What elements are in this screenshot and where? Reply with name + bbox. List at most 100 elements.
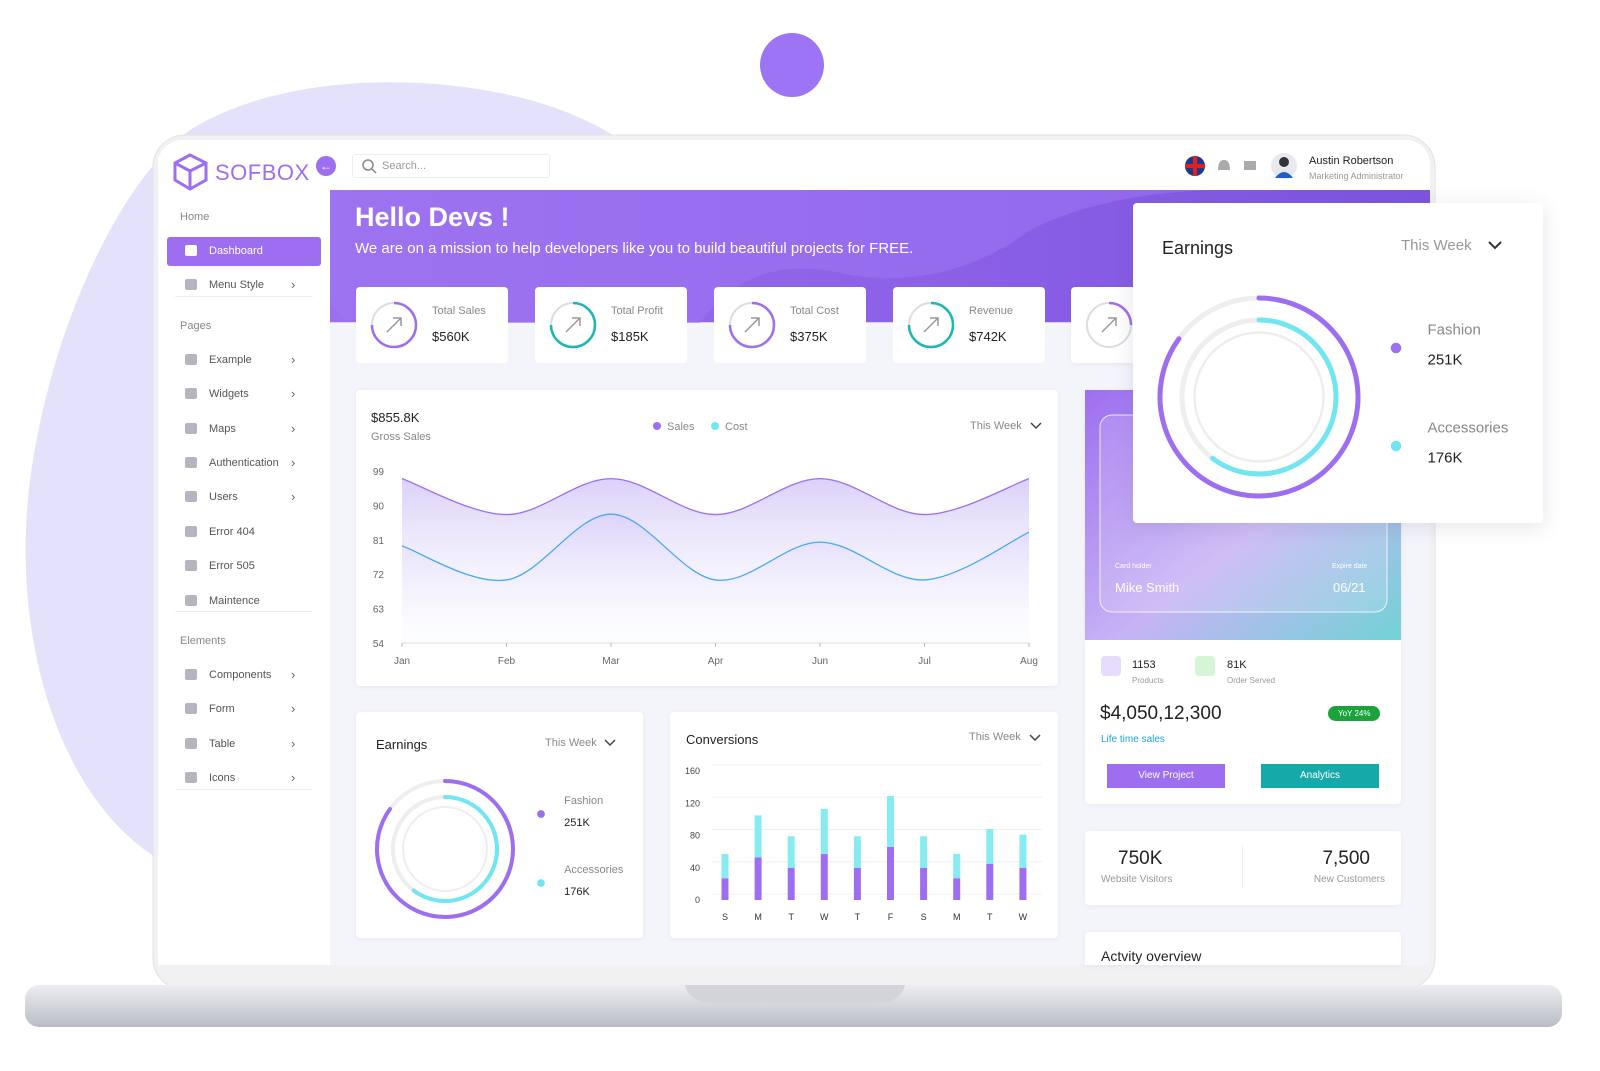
bar: [986, 863, 994, 900]
stat-card: [714, 287, 866, 363]
button[interactable]: Analytics: [1261, 764, 1379, 788]
orders-icon: [1195, 656, 1215, 676]
menu-item[interactable]: Maintence: [209, 594, 260, 607]
bar: [887, 795, 894, 847]
menu-item[interactable]: Form: [209, 703, 235, 716]
bar: [754, 857, 762, 900]
x-tick-label: M: [953, 912, 961, 922]
legend-value: 176K: [564, 886, 590, 898]
arrow: [386, 317, 402, 333]
button[interactable]: View Project: [1107, 764, 1225, 788]
chevron: [1488, 241, 1502, 250]
menu-icon: [185, 245, 197, 256]
menu-item[interactable]: Error 505: [209, 560, 255, 573]
legend-label: Cost: [725, 421, 748, 433]
collapse-button[interactable]: ←: [316, 156, 336, 176]
ring-arc: [907, 301, 955, 349]
visitors-value: 750K: [1118, 848, 1163, 869]
x-tick-label: T: [788, 912, 794, 922]
bar: [721, 878, 729, 900]
chevron: ›: [291, 667, 296, 682]
period-select[interactable]: This Week: [970, 420, 1022, 432]
stat-ring: [907, 301, 955, 349]
menu-icon: [185, 491, 197, 503]
earnings-card: [356, 712, 643, 938]
stat-card: [356, 287, 508, 363]
menu-item[interactable]: Example: [209, 353, 252, 366]
chevron: [604, 739, 616, 747]
visitors-value: 7,500: [1322, 848, 1370, 869]
menu-item[interactable]: Menu Style: [209, 279, 265, 292]
menu-item[interactable]: Icons: [209, 772, 236, 785]
bar: [820, 854, 828, 900]
card-expire: 06/21: [1333, 580, 1366, 595]
y-tick-label: 81: [373, 536, 385, 547]
legend-value: 176K: [1428, 450, 1463, 467]
search-box[interactable]: [352, 154, 550, 178]
menu-item[interactable]: Error 404: [209, 525, 255, 538]
brand: SOFBOX: [215, 160, 310, 185]
activity-card: [1085, 932, 1401, 965]
period-select[interactable]: This Week: [969, 731, 1021, 743]
bar: [853, 867, 861, 900]
arrow: [744, 317, 760, 333]
user-role: Marketing Administrator: [1309, 171, 1404, 181]
stat-ring: [728, 301, 776, 349]
menu-item[interactable]: Maps: [209, 422, 236, 435]
x-tick-label: W: [820, 912, 829, 922]
card-expire-label: Expire date: [1332, 563, 1368, 570]
chevron: ›: [291, 351, 296, 367]
menu-item[interactable]: Dashboard: [209, 245, 263, 257]
period-select[interactable]: This Week: [545, 737, 597, 749]
popup-chart: Fashion 251K Accessories 176K: [1157, 295, 1508, 499]
y-tick-label: 54: [373, 639, 385, 650]
chevron: ›: [291, 735, 296, 751]
x-tick-label: Apr: [708, 656, 724, 667]
menu-item[interactable]: Users: [209, 491, 238, 504]
donut-arc: [411, 795, 499, 903]
visitors-card: [1085, 831, 1401, 905]
legend-value: 251K: [1428, 352, 1463, 369]
yoy-badge: YoY 24%: [1328, 706, 1381, 721]
products-icon: [1101, 656, 1121, 676]
bar: [953, 854, 961, 879]
menu-item[interactable]: Table: [209, 737, 236, 750]
y-tick-label: 80: [690, 831, 700, 841]
stat-value: $375K: [790, 329, 828, 344]
earnings-title: Earnings: [376, 737, 428, 752]
stat-label: Total Cost: [790, 305, 839, 317]
popup-title: Earnings: [1162, 238, 1234, 258]
chevron: ›: [291, 386, 296, 402]
stat-value: $742K: [969, 329, 1007, 344]
legend-label: Fashion: [1428, 322, 1481, 339]
menu-icon: [185, 388, 197, 400]
divider: [1242, 846, 1243, 888]
bar: [853, 836, 861, 868]
products-value: 1153: [1132, 659, 1156, 671]
arrow: [923, 317, 939, 333]
bar: [754, 815, 762, 858]
menu-item[interactable]: Components: [209, 669, 272, 681]
x-tick-label: Feb: [498, 656, 516, 667]
y-tick-label: 90: [373, 501, 385, 512]
x-tick-label: F: [888, 912, 894, 922]
y-tick-label: 99: [373, 467, 385, 478]
stat-label: Total Profit: [611, 305, 663, 317]
earnings-popup: [1133, 203, 1543, 523]
menu-icon: [185, 422, 197, 434]
chevron: ›: [291, 770, 296, 786]
menu-item[interactable]: Widgets: [209, 388, 249, 401]
x-tick-label: Jul: [918, 656, 931, 667]
orders-label: Order Served: [1227, 676, 1276, 685]
visitors-label: New Customers: [1313, 874, 1385, 885]
donut-arc: [375, 779, 515, 919]
legend-dot: [537, 810, 545, 818]
donut-arc: [1157, 295, 1361, 499]
chevron: ›: [291, 701, 296, 717]
menu-item[interactable]: Authentication: [209, 457, 279, 469]
period-select[interactable]: This Week: [1401, 237, 1472, 254]
legend-value: 251K: [564, 817, 590, 829]
x-tick-label: T: [987, 912, 993, 922]
line: [401, 513, 1030, 582]
